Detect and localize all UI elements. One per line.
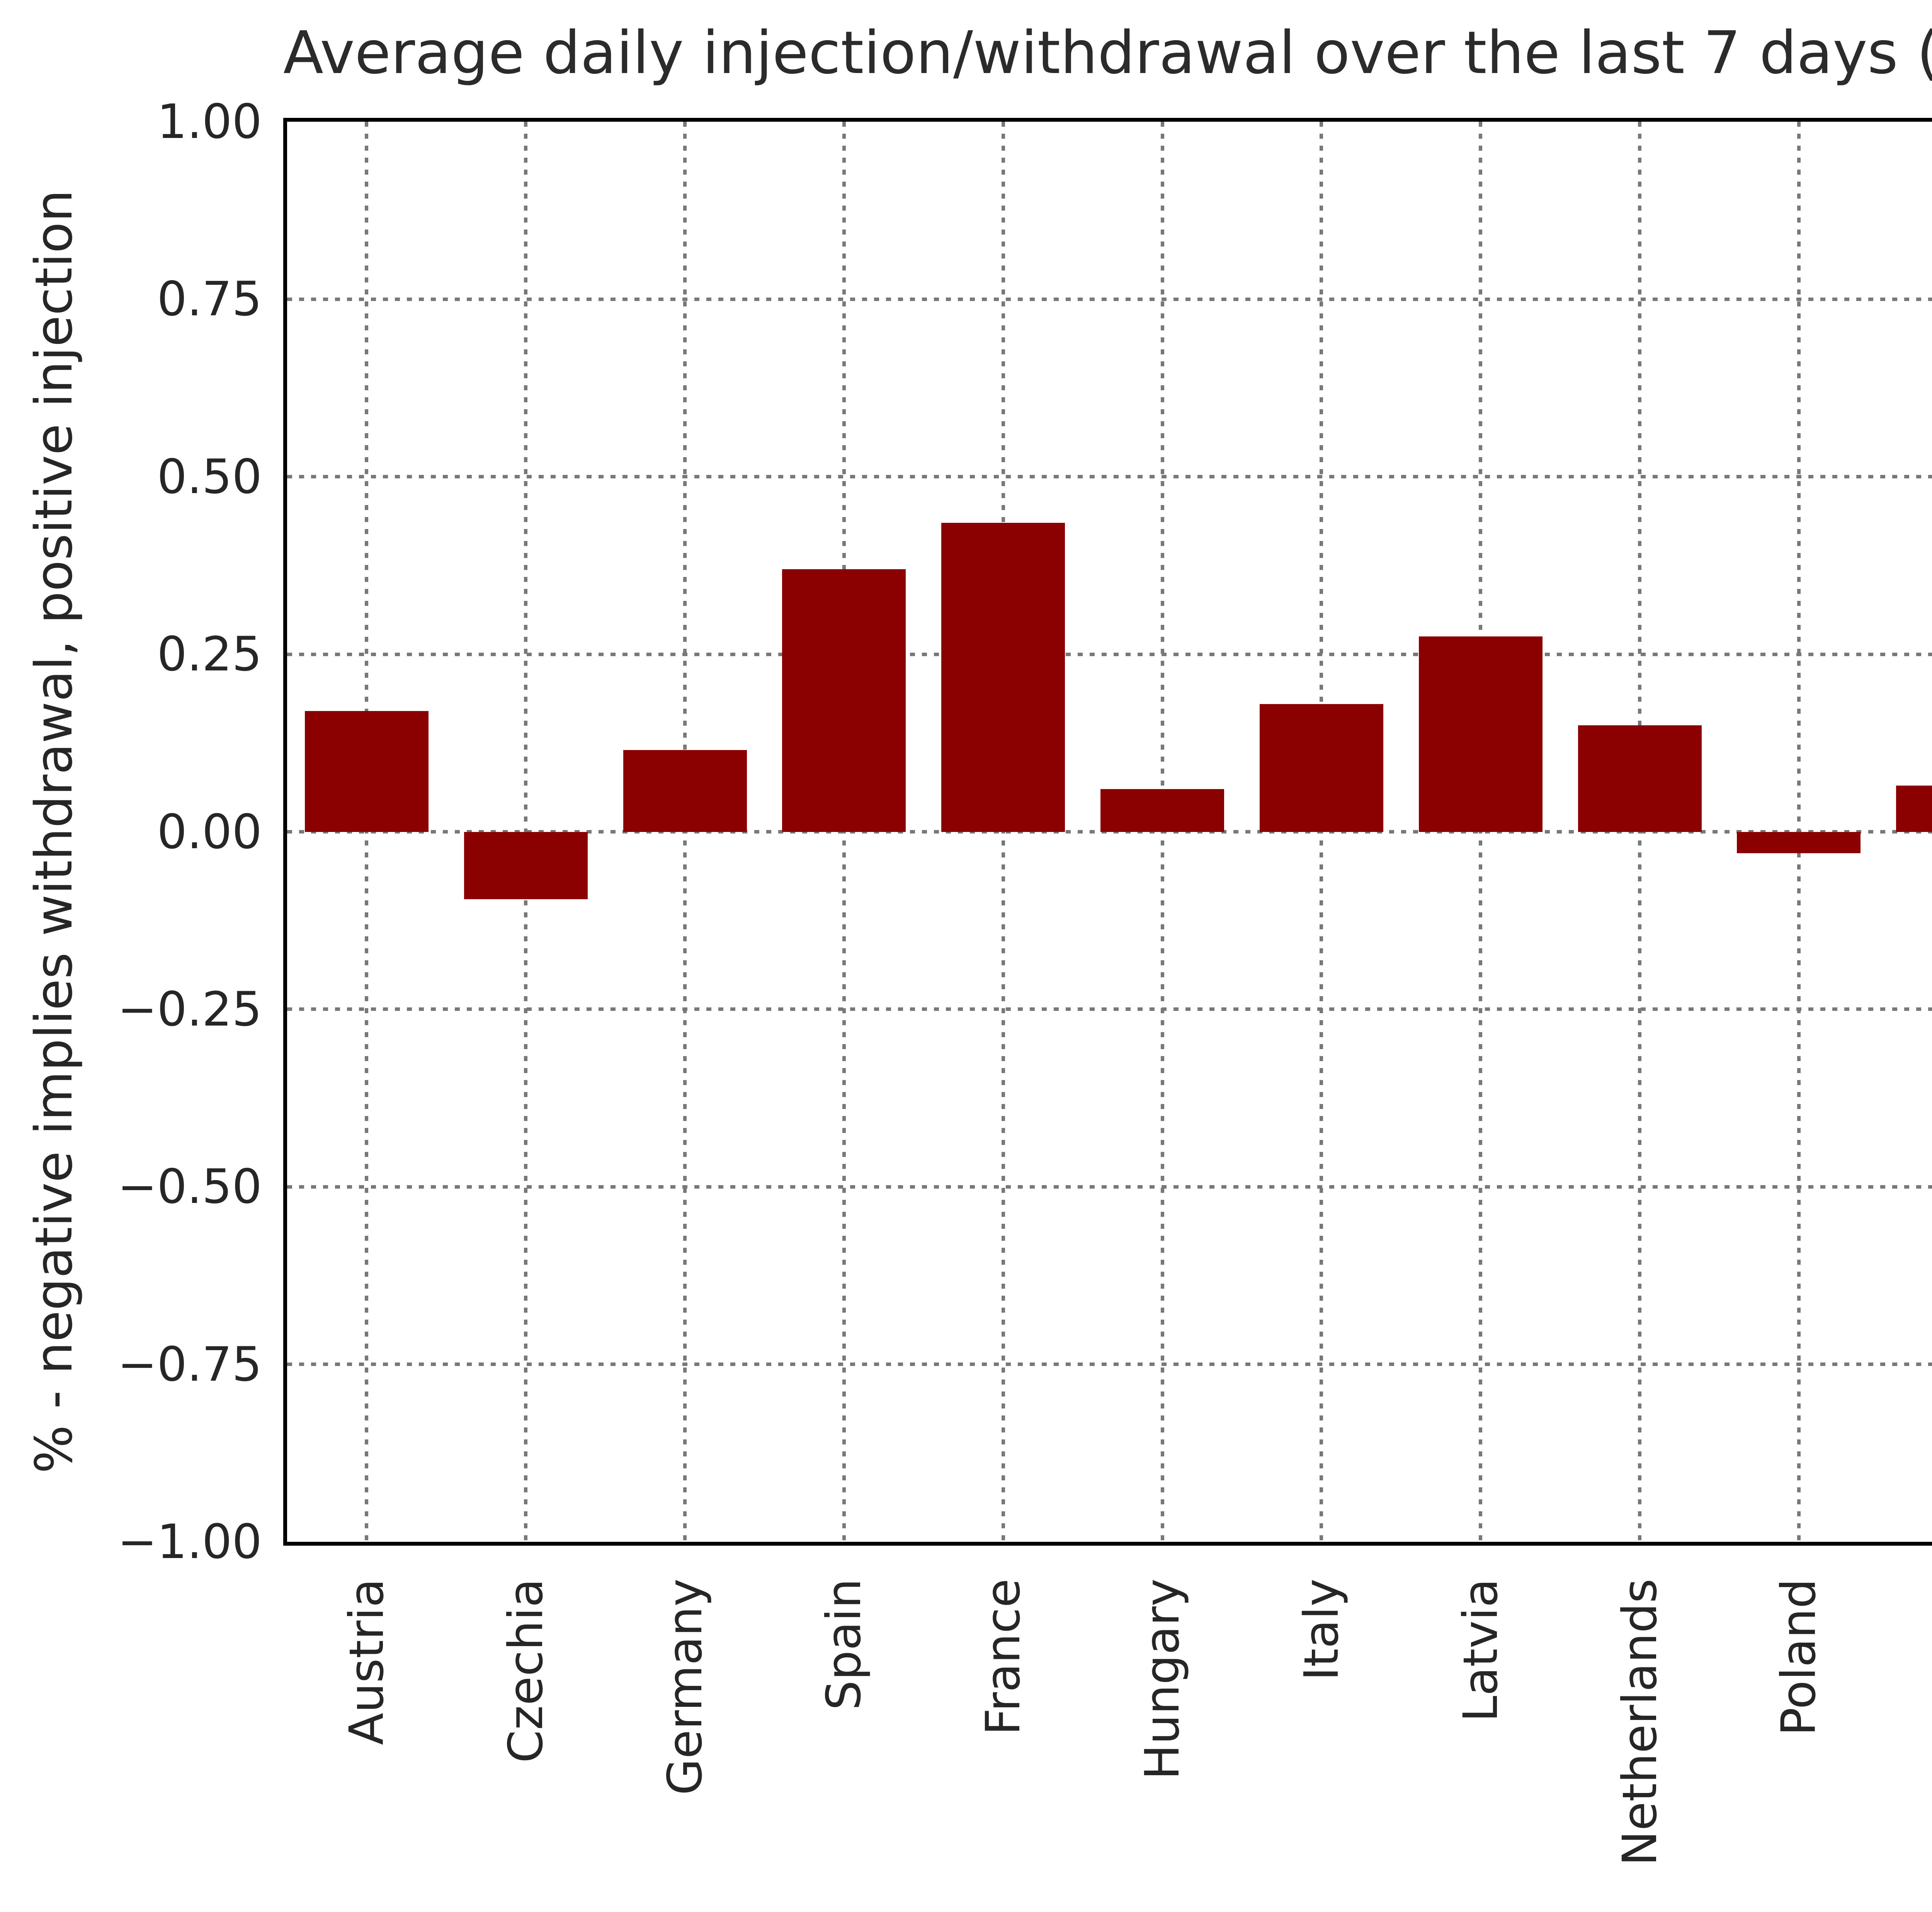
x-tick-label-italy: Italy xyxy=(1294,1579,1349,1681)
y-tick-label: −0.75 xyxy=(117,1337,262,1392)
y-tick-label: −0.25 xyxy=(117,982,262,1037)
y-gridline xyxy=(287,1363,1932,1366)
bar-italy xyxy=(1259,704,1383,832)
x-tick-label-austria: Austria xyxy=(339,1579,394,1745)
bar-netherlands xyxy=(1578,725,1702,832)
x-gridline xyxy=(1320,122,1323,1542)
x-gridline xyxy=(842,122,846,1542)
x-gridline xyxy=(683,122,687,1542)
bar-austria xyxy=(304,711,429,832)
bar-latvia xyxy=(1418,636,1543,832)
x-tick-label-netherlands: Netherlands xyxy=(1612,1579,1667,1866)
x-gridline xyxy=(1638,122,1642,1542)
bar-czechia xyxy=(464,832,588,900)
x-tick-label-germany: Germany xyxy=(657,1579,713,1795)
y-tick-label: 0.25 xyxy=(157,627,262,682)
y-tick-label: −1.00 xyxy=(117,1514,262,1569)
x-gridline xyxy=(1001,122,1005,1542)
y-gridline xyxy=(287,297,1932,301)
x-gridline xyxy=(1160,122,1164,1542)
x-gridline xyxy=(1479,122,1483,1542)
y-gridline xyxy=(287,475,1932,479)
bar-france xyxy=(941,523,1065,832)
y-gridline xyxy=(287,652,1932,656)
y-tick-label: −0.50 xyxy=(117,1159,262,1215)
x-tick-label-latvia: Latvia xyxy=(1453,1579,1508,1722)
chart-title: Average daily injection/withdrawal over … xyxy=(283,19,1932,87)
bar-poland xyxy=(1737,832,1861,853)
y-tick-label: 0.50 xyxy=(157,449,262,504)
bar-germany xyxy=(623,750,747,832)
y-tick-label: 0.75 xyxy=(157,272,262,327)
bar-hungary xyxy=(1100,789,1225,832)
x-tick-label-czechia: Czechia xyxy=(498,1579,553,1763)
y-gridline xyxy=(287,1185,1932,1189)
plot-area xyxy=(283,118,1932,1546)
x-tick-label-hungary: Hungary xyxy=(1135,1579,1190,1780)
bar-romania xyxy=(1896,786,1932,832)
bar-spain xyxy=(782,569,906,832)
x-tick-label-poland: Poland xyxy=(1771,1579,1827,1736)
y-tick-label: 1.00 xyxy=(157,94,262,149)
x-gridline xyxy=(365,122,369,1542)
y-gridline xyxy=(287,830,1932,834)
x-tick-label-france: France xyxy=(976,1579,1031,1735)
x-tick-label-spain: Spain xyxy=(816,1579,872,1710)
y-tick-label: 0.00 xyxy=(157,804,262,859)
y-gridline xyxy=(287,1007,1932,1011)
